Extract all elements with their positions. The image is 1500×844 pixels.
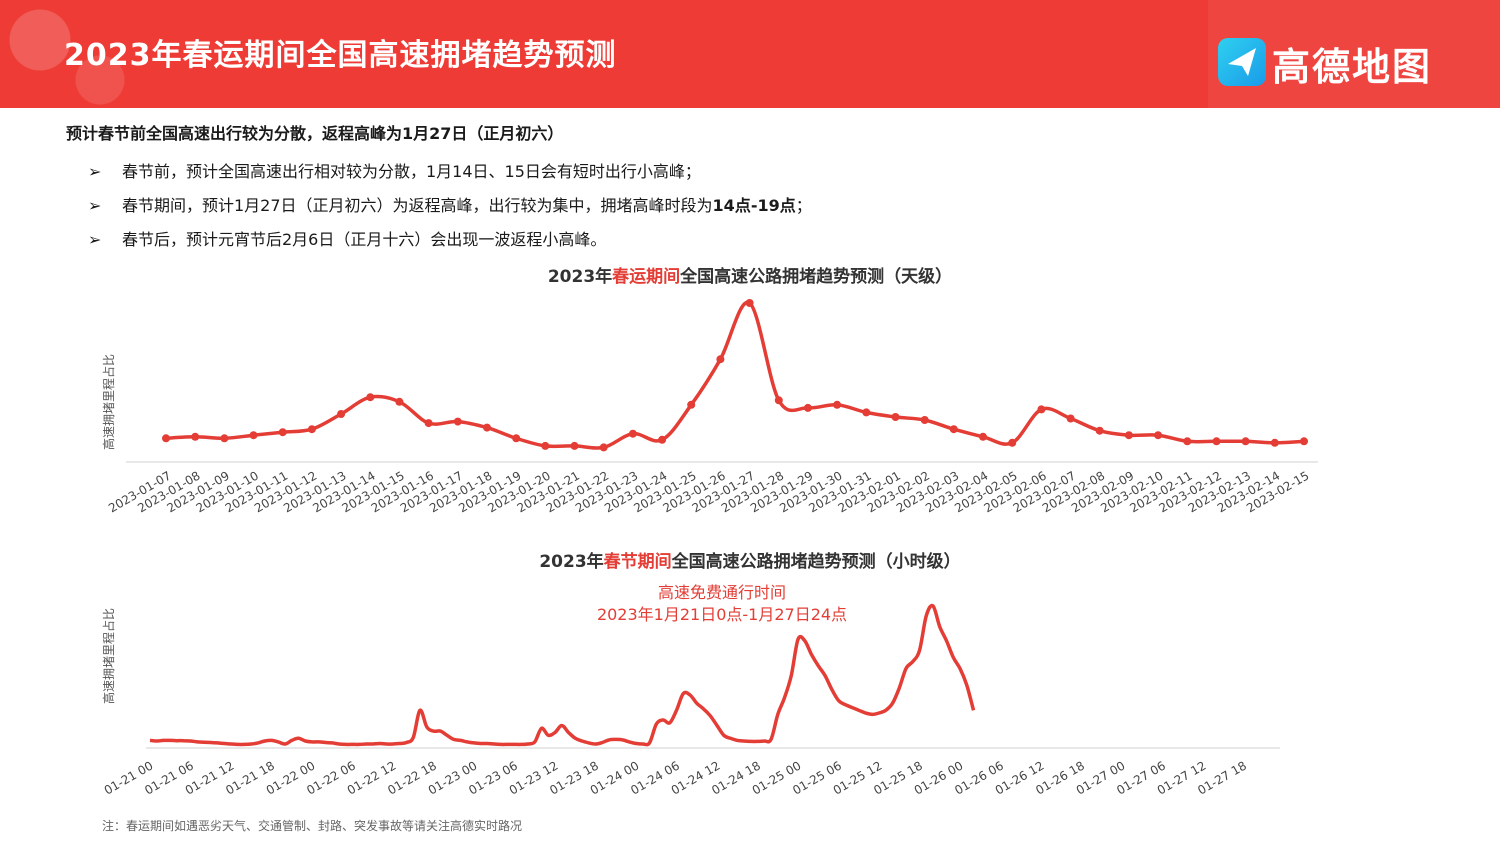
chart1-data-point bbox=[1095, 426, 1104, 435]
brand-block: 高德地图 bbox=[1208, 0, 1500, 108]
chart1-title-post: 全国高速公路拥堵趋势预测（天级） bbox=[680, 267, 953, 287]
chart2-title-post: 全国高速公路拥堵趋势预测（小时级） bbox=[671, 552, 961, 572]
annotation-line1: 高速免费通行时间 bbox=[657, 583, 786, 602]
chart1-data-point bbox=[1300, 437, 1308, 446]
chart1-title: 2023年春运期间全国高速公路拥堵趋势预测（天级） bbox=[0, 262, 1500, 287]
page-title: 2023年春运期间全国高速拥堵趋势预测 bbox=[64, 38, 617, 73]
amap-logo-icon bbox=[1218, 38, 1266, 86]
bullet-item: ➢ 春节后，预计元宵节后2月6日（正月十六）会出现一波返程小高峰。 bbox=[88, 226, 606, 250]
arrow-bullet-icon: ➢ bbox=[88, 162, 102, 181]
chart1-data-point bbox=[1241, 437, 1250, 446]
chart1-data-point bbox=[162, 434, 170, 443]
chart1-data-point bbox=[599, 443, 608, 452]
chart1-data-point bbox=[220, 434, 229, 443]
chart1-data-point bbox=[424, 419, 433, 428]
chart1-data-point bbox=[803, 403, 812, 412]
chart1-data-point bbox=[833, 400, 842, 409]
chart1-data-point bbox=[716, 355, 725, 364]
chart1-data-point bbox=[949, 425, 958, 434]
free-toll-annotation: 高速免费通行时间 2023年1月21日0点-1月27日24点 bbox=[522, 582, 922, 626]
bullet-text: 春节前，预计全国高速出行相对较为分散，1月14日、15日会有短时出行小高峰； bbox=[122, 162, 701, 181]
chart1-data-point bbox=[891, 413, 900, 421]
chart1-title-highlight: 春运期间 bbox=[612, 267, 681, 287]
chart1-data-point bbox=[658, 435, 667, 444]
footnote: 注：春运期间如遇恶劣天气、交通管制、封路、突发事故等请关注高德实时路况 bbox=[102, 819, 523, 833]
brand-name: 高德地图 bbox=[1272, 45, 1433, 89]
chart1-data-point bbox=[979, 432, 987, 441]
chart2-title: 2023年春节期间全国高速公路拥堵趋势预测（小时级） bbox=[0, 547, 1500, 572]
chart1-data-point bbox=[1037, 405, 1046, 414]
chart1-data-point bbox=[1008, 438, 1017, 447]
header-decoration bbox=[0, 0, 140, 108]
chart1-data-point bbox=[745, 299, 754, 307]
chart1-data-point bbox=[1183, 437, 1192, 446]
chart1-data-point bbox=[1154, 431, 1163, 440]
chart2-title-pre: 2023年 bbox=[539, 552, 604, 572]
navigation-arrow-icon bbox=[1228, 48, 1256, 76]
chart1-data-point bbox=[1066, 414, 1075, 423]
chart1-data-point bbox=[249, 431, 258, 440]
arrow-bullet-icon: ➢ bbox=[88, 196, 102, 215]
daily-congestion-chart: 2023-01-072023-01-082023-01-092023-01-10… bbox=[106, 299, 1318, 515]
chart1-data-point bbox=[337, 410, 346, 418]
bullet-bold-text: 14点-19点 bbox=[712, 196, 796, 215]
bullet-item: ➢ 春节前，预计全国高速出行相对较为分散，1月14日、15日会有短时出行小高峰； bbox=[88, 158, 701, 182]
chart1-data-point bbox=[307, 425, 316, 434]
chart1-data-point bbox=[920, 416, 929, 424]
chart1-data-point bbox=[1124, 431, 1133, 440]
chart1-data-point bbox=[628, 429, 637, 438]
header-banner: 2023年春运期间全国高速拥堵趋势预测 高德地图 bbox=[0, 0, 1500, 108]
chart1-data-point bbox=[1212, 437, 1221, 446]
chart1-data-point bbox=[395, 397, 404, 406]
annotation-line2: 2023年1月21日0点-1月27日24点 bbox=[596, 605, 848, 624]
bullet-item: ➢ 春节期间，预计1月27日（正月初六）为返程高峰，出行较为集中，拥堵高峰时段为1… bbox=[88, 192, 812, 216]
chart1-data-point bbox=[541, 441, 550, 450]
chart1-data-point bbox=[191, 432, 200, 441]
chart1-data-point bbox=[1270, 438, 1279, 447]
chart1-data-point bbox=[862, 408, 871, 417]
bullet-tail: ； bbox=[795, 196, 812, 215]
summary-heading: 预计春节前全国高速出行较为分散，返程高峰为1月27日（正月初六） bbox=[66, 124, 564, 143]
bullet-text: 春节后，预计元宵节后2月6日（正月十六）会出现一波返程小高峰。 bbox=[122, 230, 607, 249]
chart1-data-point bbox=[278, 428, 287, 437]
chart1-data-point bbox=[453, 417, 462, 426]
chart1-data-point bbox=[570, 441, 579, 450]
chart2-series-line bbox=[149, 603, 976, 747]
chart1-data-point bbox=[512, 434, 521, 443]
chart1-data-point bbox=[366, 393, 375, 402]
chart1-title-pre: 2023年 bbox=[547, 267, 613, 287]
arrow-bullet-icon: ➢ bbox=[88, 230, 102, 249]
chart2-title-highlight: 春节期间 bbox=[603, 552, 672, 572]
chart1-series-line bbox=[165, 300, 1305, 450]
chart1-data-point bbox=[687, 400, 696, 409]
bullet-text: 春节期间，预计1月27日（正月初六）为返程高峰，出行较为集中，拥堵高峰时段为 bbox=[122, 196, 713, 215]
chart1-data-point bbox=[483, 423, 491, 432]
chart1-data-point bbox=[774, 396, 783, 405]
